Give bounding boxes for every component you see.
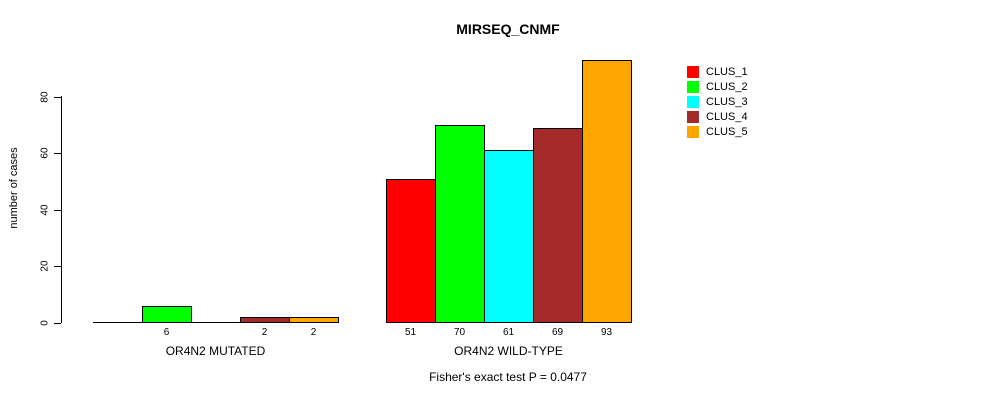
legend-label: CLUS_2 [706,81,748,93]
x-group-label: OR4N2 WILD-TYPE [454,344,563,358]
legend-item-clus_2: CLUS_2 [687,81,748,93]
y-axis-label: number of cases [8,147,20,229]
y-axis-tick [54,323,61,324]
bar-value-label: 93 [600,327,613,338]
y-axis-tick [54,210,61,211]
y-tick-label: 80 [39,91,51,103]
legend-item-clus_4: CLUS_4 [687,111,748,123]
legend-label: CLUS_4 [706,111,748,123]
y-tick-label: 60 [39,147,51,159]
legend-item-clus_1: CLUS_1 [687,66,748,78]
bar-clus_4-group1 [240,317,290,323]
legend-label: CLUS_1 [706,66,748,78]
legend-item-clus_5: CLUS_5 [687,126,748,138]
bar-clus_5-group1 [289,317,339,323]
bar-clus_2-group2 [435,125,485,323]
y-tick-label: 20 [39,260,51,272]
bar-clus_3-group2 [484,150,534,323]
y-axis-line [61,96,62,323]
legend-swatch-clus_2 [687,81,699,93]
bar-value-label: 51 [404,327,417,338]
legend-label: CLUS_5 [706,126,748,138]
legend-item-clus_3: CLUS_3 [687,96,748,108]
x-axis-baseline [93,322,338,323]
x-group-label: OR4N2 MUTATED [165,344,266,358]
legend: CLUS_1 CLUS_2 CLUS_3 CLUS_4 CLUS_5 [687,66,748,138]
chart-title: MIRSEQ_CNMF [456,21,560,37]
legend-swatch-clus_3 [687,96,699,108]
legend-swatch-clus_1 [687,66,699,78]
legend-swatch-clus_5 [687,126,699,138]
bar-clus_2-group1 [142,306,192,323]
bar-value-label: 70 [453,327,466,338]
bar-value-label: 69 [551,327,564,338]
legend-label: CLUS_3 [706,96,748,108]
bar-value-label: 6 [163,327,170,338]
y-axis-tick [54,97,61,98]
bar-clus_5-group2 [582,60,632,323]
y-axis-tick [54,266,61,267]
bar-clus_4-group2 [533,128,583,323]
y-axis-tick [54,153,61,154]
y-tick-label: 0 [39,320,51,326]
bar-value-label: 2 [261,327,268,338]
y-tick-label: 40 [39,204,51,216]
bar-clus_1-group2 [386,179,436,323]
legend-swatch-clus_4 [687,111,699,123]
bar-value-label: 61 [502,327,515,338]
bar-value-label: 2 [310,327,317,338]
fisher-test-footnote: Fisher's exact test P = 0.0477 [429,370,587,384]
